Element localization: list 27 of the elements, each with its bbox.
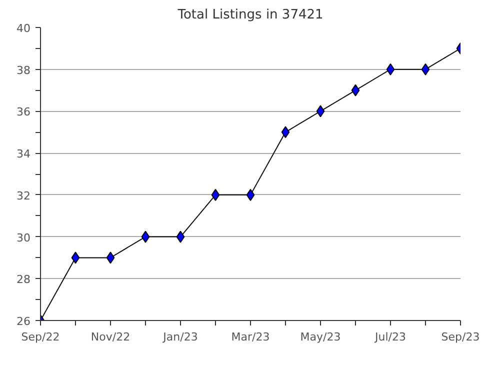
chart-title: Total Listings in 37421: [176, 8, 324, 22]
point: [71, 252, 80, 264]
y-tick-label: 40: [16, 22, 31, 35]
point: [421, 63, 430, 76]
point: [351, 84, 360, 96]
point: [211, 188, 220, 201]
x-tick-label: Jul/23: [374, 330, 406, 344]
y-tick-label: 28: [16, 273, 31, 286]
x-tick-label: May/23: [300, 330, 341, 344]
x-tick-label: Jan/23: [162, 330, 198, 344]
x-tick-label: Sep/22: [21, 330, 60, 344]
y-tick-label: 32: [16, 189, 31, 202]
point: [281, 126, 290, 138]
y-tick-label: 34: [16, 148, 31, 161]
y-tick-label: 30: [16, 231, 31, 244]
y-tick-label: 38: [16, 64, 31, 77]
point: [386, 63, 395, 76]
y-tick-label: 36: [16, 106, 31, 119]
point: [141, 230, 150, 243]
point: [316, 105, 325, 118]
point: [176, 230, 185, 243]
x-tick-label: Sep/23: [441, 330, 480, 344]
y-tick-label: 26: [16, 315, 31, 328]
x-tick-label: Nov/22: [90, 330, 130, 344]
point: [246, 188, 255, 201]
point: [106, 252, 115, 264]
x-tick-label: Mar/23: [231, 330, 270, 344]
